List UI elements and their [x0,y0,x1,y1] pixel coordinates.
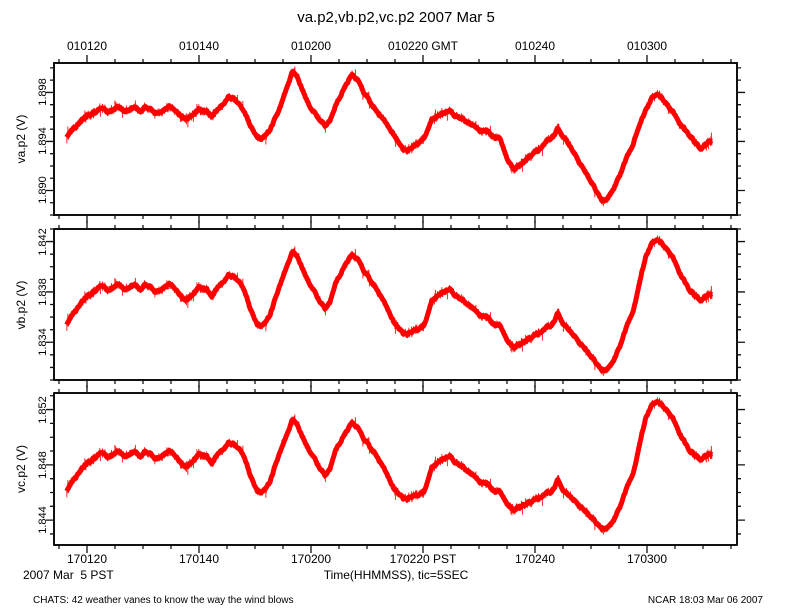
x-tick-label-top: 010240 [514,39,556,53]
y-tick-label: 1.838 [37,278,49,306]
x-axis-title: Time(HHMMSS), tic=5SEC [323,568,469,582]
x-tick-label-bottom: 170200 [290,552,332,566]
y-tick-label: 1.848 [37,451,49,479]
x-tick-label-bottom: 170240 [514,552,556,566]
date-caption: 2007 Mar 5 PST [23,568,114,582]
y-tick-label: 1.834 [37,328,49,357]
y-tick-label: 1.898 [37,78,49,107]
x-tick-label-bottom: 170140 [178,552,220,566]
x-tick-label-top: 010120 [66,39,108,53]
footer-project-note: CHATS: 42 weather vanes to know the way … [33,595,294,606]
y-axis-title: va.p2 (V) [14,114,28,164]
x-tick-label-bottom: 170220 PST [389,552,457,566]
x-tick-label-bottom: 170300 [626,552,668,566]
y-tick-label: 1.894 [37,127,49,156]
y-tick-label: 1.842 [37,227,49,256]
y-axis-title: vc.p2 (V) [14,444,28,494]
footer-stamp: NCAR 18:03 Mar 06 2007 [647,595,763,606]
y-tick-label: 1.890 [37,176,49,205]
x-tick-label-bottom: 170120 [66,552,108,566]
x-tick-label-top: 010200 [290,39,332,53]
x-tick-label-top: 010140 [178,39,220,53]
y-axis-title: vb.p2 (V) [14,280,28,329]
x-tick-label-top: 010300 [626,39,668,53]
y-tick-label: 1.844 [37,506,49,534]
chart-title: va.p2,vb.p2,vc.p2 2007 Mar 5 [297,9,495,26]
y-tick-label: 1.852 [37,395,49,424]
x-tick-label-top: 010220 GMT [387,39,459,53]
